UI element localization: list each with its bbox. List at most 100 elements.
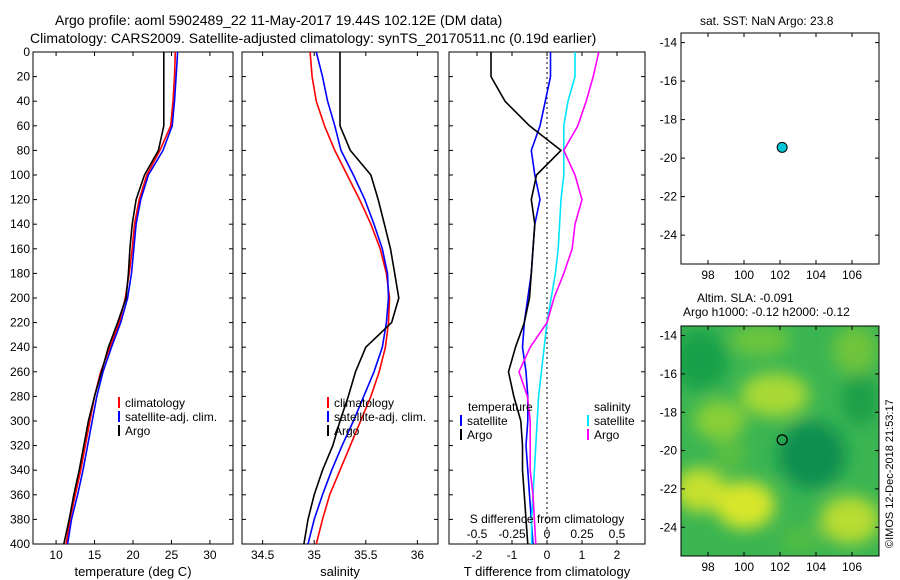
x-tick-label: 20 <box>126 548 140 562</box>
salinity-x-axis: 34.5 35 35.5 36 <box>242 51 438 562</box>
map-y-tick-label: -20 <box>660 151 678 165</box>
y-tick-label: 360 <box>10 488 30 502</box>
x-tick-label: 15 <box>88 548 102 562</box>
s-tick-label: -0.25 <box>498 527 526 541</box>
s-tick-label: 0 <box>544 527 551 541</box>
map-y-tick-label: -18 <box>660 405 678 419</box>
x-tick-label: 1 <box>579 548 586 562</box>
argo-line <box>63 52 165 545</box>
heatmap-blob <box>820 496 879 544</box>
map-x-tick-label: 98 <box>701 560 715 574</box>
legend-label: satellite <box>594 414 635 428</box>
y-tick-label: 160 <box>10 242 30 256</box>
altimetry-title-2: Argo h1000: -0.12 h2000: -0.12 <box>683 305 850 319</box>
argo-location-marker <box>776 141 788 153</box>
altimetry-map-panel: 98 100 102 104 106 -14 -16 -18 -20 -22 -24 <box>660 325 880 574</box>
sst-map-title: sat. SST: NaN Argo: 23.8 <box>700 14 834 28</box>
difference-panel: -2 -1 0 1 2 -0.5 -0.25 0 0.25 0.5 temperature sali… <box>448 51 646 579</box>
legend-label: Argo <box>334 424 360 438</box>
legend-title-salinity: salinity <box>594 400 631 414</box>
altimetry-title-1: Altim. SLA: -0.091 <box>697 291 794 305</box>
heatmap-blob <box>681 468 726 512</box>
y-tick-label: 60 <box>17 119 31 133</box>
t-satellite-line <box>521 52 552 545</box>
map-x-tick-label: 102 <box>770 560 790 574</box>
argo-location-marker <box>776 434 788 446</box>
heatmap-blob <box>681 330 728 390</box>
depth-axis: 0 20 40 60 80 100 120 140 160 180 200 220 240 260 280 3… <box>10 45 233 551</box>
x-tick-label: 2 <box>614 548 621 562</box>
x-tick-label: 35 <box>308 548 322 562</box>
satellite-clim-line <box>307 51 390 545</box>
y-tick-label: 0 <box>23 45 30 59</box>
y-tick-label: 380 <box>10 512 30 526</box>
map-y-tick-label: -22 <box>660 190 678 204</box>
map-x-tick-label: 106 <box>842 560 862 574</box>
x-tick-label: 36 <box>411 548 425 562</box>
map-x-tick-label: 104 <box>806 268 826 282</box>
s-difference-label: S difference from climatology <box>470 512 625 526</box>
heatmap-blob <box>780 524 820 556</box>
y-tick-label: 40 <box>17 94 31 108</box>
s-argo-line <box>518 51 600 545</box>
x-tick-label: 0 <box>544 548 551 562</box>
map-y-tick-label: -18 <box>660 113 678 127</box>
legend-label: climatology <box>334 396 394 410</box>
y-tick-label: 100 <box>10 168 30 182</box>
heatmap-blob <box>741 373 809 417</box>
temperature-panel: 0 20 40 60 80 100 120 140 160 180 200 220 240 260 280 3… <box>10 45 234 579</box>
legend-label: Argo <box>467 428 493 442</box>
x-tick-label: -2 <box>472 548 483 562</box>
x-tick-label: -1 <box>507 548 518 562</box>
sst-map-points <box>776 141 788 153</box>
salinity-xlabel: salinity <box>320 564 360 579</box>
difference-lines <box>490 51 600 545</box>
map-y-tick-label: -16 <box>660 367 678 381</box>
temperature-x-axis: 10 15 20 25 30 <box>49 52 217 562</box>
altimetry-map-axes: 98 100 102 104 106 -14 -16 -18 -20 -22 -24 <box>660 326 879 574</box>
heatmap-blob <box>715 481 775 529</box>
legend-label: climatology <box>125 396 185 410</box>
t-argo-line <box>490 52 562 545</box>
y-tick-label: 120 <box>10 193 30 207</box>
map-x-tick-label: 100 <box>734 560 754 574</box>
y-tick-label: 140 <box>10 217 30 231</box>
legend-label: satellite-adj. clim. <box>334 410 426 424</box>
heatmap-blob <box>714 441 746 469</box>
heatmap-blob <box>778 421 846 489</box>
x-tick-label: 30 <box>203 548 217 562</box>
map-x-tick-label: 102 <box>770 268 790 282</box>
map-x-tick-label: 104 <box>806 560 826 574</box>
s-tick-label: 0.25 <box>570 527 594 541</box>
y-tick-label: 180 <box>10 266 30 280</box>
t-difference-label: T difference from climatology <box>464 564 631 579</box>
satellite-clim-line <box>66 51 179 545</box>
climatology-line <box>309 51 391 545</box>
temperature-frame <box>32 51 234 545</box>
map-y-tick-label: -20 <box>660 444 678 458</box>
x-tick-label: 10 <box>49 548 63 562</box>
legend-label: satellite-adj. clim. <box>125 410 217 424</box>
map-y-tick-label: -22 <box>660 482 678 496</box>
y-tick-label: 340 <box>10 463 30 477</box>
legend-label: Argo <box>125 424 151 438</box>
map-x-tick-label: 98 <box>701 268 715 282</box>
map-y-tick-label: -24 <box>660 520 678 534</box>
x-tick-label: 25 <box>165 548 179 562</box>
s-tick-label: 0.5 <box>609 527 626 541</box>
y-tick-label: 320 <box>10 439 30 453</box>
legend-title-temperature: temperature <box>468 400 533 414</box>
heatmap-blob <box>842 374 878 426</box>
credit-text: ©IMOS 12-Dec-2018 21:53:17 <box>884 399 896 548</box>
argo-line <box>303 52 400 545</box>
y-tick-label: 400 <box>10 537 30 551</box>
legend-label: satellite <box>467 414 508 428</box>
y-tick-label: 260 <box>10 365 30 379</box>
difference-x-axis: -2 -1 0 1 2 -0.5 -0.25 0 0.25 0.5 <box>449 51 645 562</box>
legend-label: Argo <box>594 428 620 442</box>
y-tick-label: 20 <box>17 70 31 84</box>
title-line-1: Argo profile: aoml 5902489_22 11-May-201… <box>55 12 502 28</box>
